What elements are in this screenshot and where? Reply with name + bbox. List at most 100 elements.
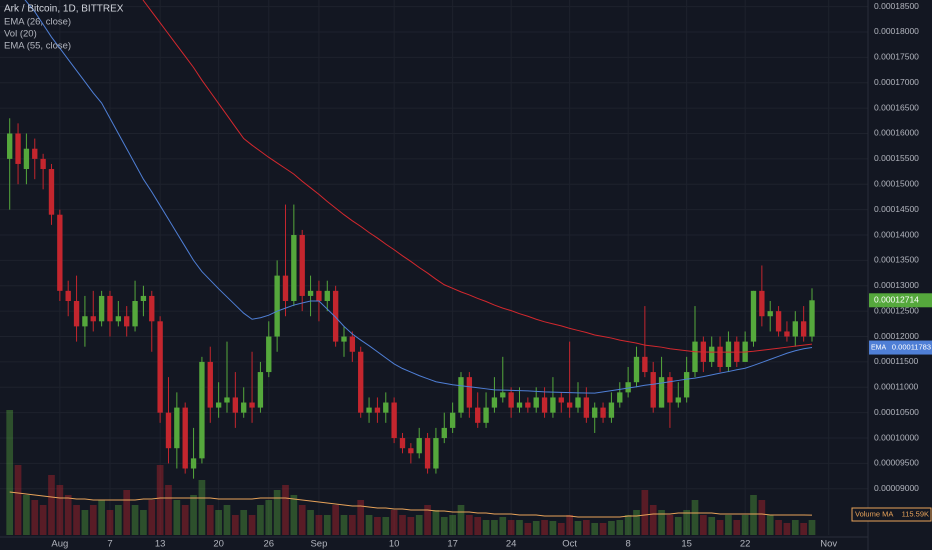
x-tick-label: Nov bbox=[820, 539, 837, 550]
volume-bar bbox=[750, 495, 757, 535]
candle-body bbox=[692, 341, 698, 373]
x-tick-label: 15 bbox=[681, 539, 692, 550]
volume-bar bbox=[457, 505, 465, 535]
candle-body bbox=[583, 397, 590, 418]
volume-bar bbox=[48, 475, 55, 535]
candle-body bbox=[709, 346, 715, 362]
volume-bar bbox=[691, 500, 699, 535]
volume-bar bbox=[716, 520, 724, 535]
candle-body bbox=[717, 346, 723, 367]
volume-bar bbox=[73, 505, 80, 535]
candle-body bbox=[98, 295, 105, 322]
volume-bar bbox=[181, 505, 189, 535]
volume-bar bbox=[524, 523, 532, 535]
volume-bar bbox=[791, 520, 799, 535]
volume-bar bbox=[516, 520, 523, 535]
y-tick-label: 0.00012500 bbox=[874, 305, 919, 315]
ema-tag: EMA bbox=[871, 344, 887, 351]
candle-body bbox=[667, 377, 673, 403]
volume-bar bbox=[106, 510, 114, 535]
candle-body bbox=[366, 407, 372, 413]
volume-bar bbox=[641, 490, 649, 535]
candle-body bbox=[633, 356, 640, 383]
volume-bar bbox=[424, 505, 431, 535]
volume-bar bbox=[273, 490, 281, 535]
y-tick-label: 0.00010500 bbox=[874, 407, 919, 417]
volume-bar bbox=[466, 515, 473, 535]
volume-bar bbox=[557, 523, 565, 535]
candle-body bbox=[617, 392, 623, 403]
volume-bar bbox=[307, 510, 314, 535]
x-tick-label: Oct bbox=[562, 539, 577, 550]
candle-body bbox=[399, 438, 406, 449]
ema-line bbox=[142, 0, 813, 353]
candle-body bbox=[7, 133, 13, 159]
candle-body bbox=[374, 407, 381, 413]
candle-body bbox=[725, 341, 732, 367]
legend-entry: Vol (20) bbox=[4, 29, 37, 40]
x-tick-label: 26 bbox=[263, 539, 274, 550]
candle-body bbox=[316, 290, 322, 302]
y-tick-label: 0.00014500 bbox=[874, 204, 919, 214]
candle-body bbox=[232, 397, 239, 413]
y-tick-label: 0.00012000 bbox=[874, 331, 919, 341]
y-tick-label: 0.00014000 bbox=[874, 229, 919, 239]
candle-body bbox=[642, 356, 648, 373]
volume-bar bbox=[382, 517, 390, 535]
candle-body bbox=[332, 290, 339, 342]
candle-body bbox=[809, 300, 815, 337]
volume-bar bbox=[574, 521, 582, 535]
candle-body bbox=[307, 290, 314, 296]
chart-title: Ark / Bitcoin, 1D, BITTREX bbox=[4, 4, 124, 15]
volume-bar bbox=[666, 515, 674, 535]
volume-bar bbox=[240, 510, 248, 535]
volume-bar bbox=[56, 485, 64, 535]
candle-body bbox=[32, 148, 38, 159]
candle-body bbox=[759, 290, 765, 317]
volume-bar bbox=[374, 517, 381, 535]
volume-bar bbox=[482, 520, 490, 535]
candle-body bbox=[90, 316, 96, 322]
candle-body bbox=[349, 336, 356, 352]
candle-body bbox=[107, 295, 113, 322]
x-tick-label: 22 bbox=[740, 539, 751, 550]
y-tick-label: 0.00018500 bbox=[874, 1, 919, 11]
y-tick-label: 0.00009500 bbox=[874, 458, 919, 468]
volume-bar bbox=[81, 510, 89, 535]
volume-bar bbox=[599, 523, 607, 535]
volume-bar bbox=[549, 521, 557, 535]
candle-body bbox=[491, 397, 498, 408]
volume-bar bbox=[123, 490, 131, 535]
volume-bar bbox=[365, 515, 373, 535]
candle-body bbox=[341, 336, 347, 342]
volume-bar bbox=[131, 505, 139, 535]
volume-bar bbox=[98, 500, 105, 535]
candle-body bbox=[182, 407, 188, 469]
volume-bar bbox=[206, 505, 214, 535]
volume-bar bbox=[332, 505, 339, 535]
legend-entry: EMA (26, close) bbox=[4, 17, 71, 28]
candle-body bbox=[800, 321, 807, 337]
x-tick-label: Sep bbox=[310, 539, 327, 550]
volume-ma-value: 115.59K bbox=[902, 509, 929, 518]
candle-body bbox=[157, 321, 163, 413]
volume-bar bbox=[215, 510, 222, 535]
volume-bar bbox=[248, 515, 256, 535]
volume-bar bbox=[658, 510, 665, 535]
volume-bar bbox=[407, 517, 415, 535]
volume-bar bbox=[340, 515, 348, 535]
ema-value-label: 0.00011783 bbox=[892, 343, 931, 352]
candle-body bbox=[508, 392, 514, 408]
volume-bar bbox=[725, 515, 732, 535]
candle-body bbox=[475, 407, 481, 423]
candle-body bbox=[299, 235, 305, 296]
axes: 0.00009000 0.00009500 0.00010000 0.00010500… bbox=[51, 1, 932, 550]
volume-bar bbox=[499, 517, 507, 535]
candle-body bbox=[416, 438, 422, 454]
y-tick-label: 0.00017500 bbox=[874, 52, 919, 62]
volume-bar bbox=[708, 517, 716, 535]
x-tick-label: 20 bbox=[213, 539, 224, 550]
volume-bar bbox=[491, 520, 498, 535]
candle-body bbox=[132, 301, 138, 327]
